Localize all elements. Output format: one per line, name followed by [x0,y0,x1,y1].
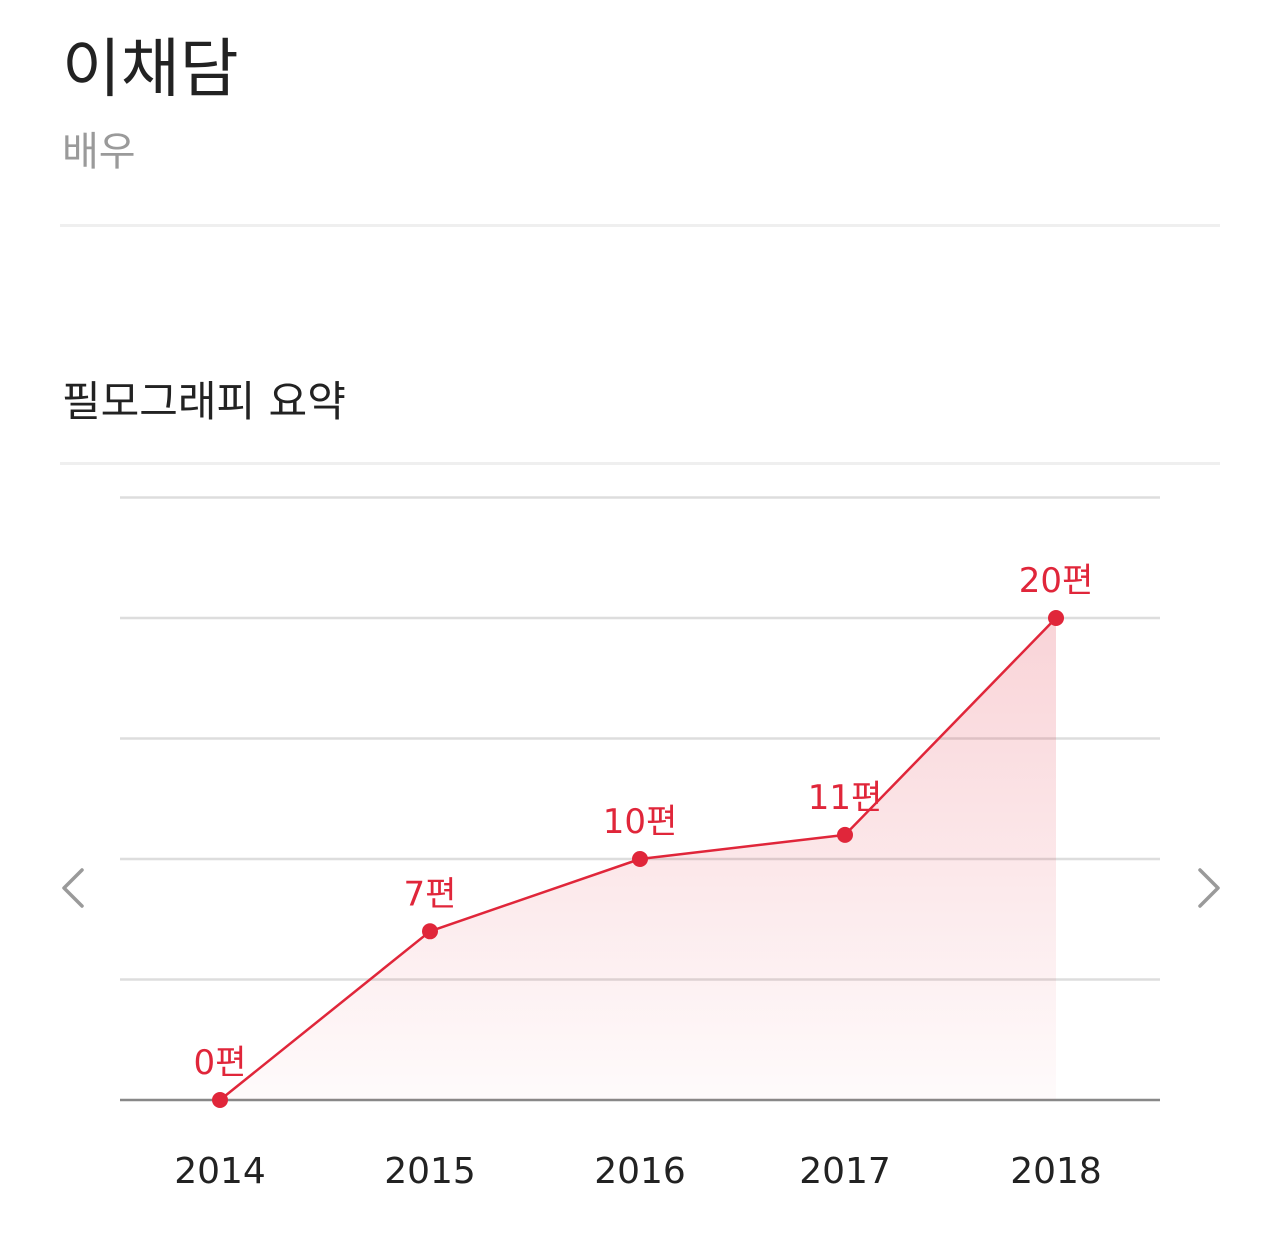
data-point-2016 [632,851,648,867]
data-label-2018: 20편 [1019,561,1094,601]
section-divider [60,462,1220,465]
x-tick-label-2017: 2017 [799,1151,891,1192]
data-point-2015 [422,923,438,940]
data-label-2016: 10편 [603,802,678,842]
section-title: 필모그래피 요약 [62,377,346,426]
data-point-2014 [212,1092,228,1108]
next-button[interactable] [1188,862,1228,914]
x-tick-label-2014: 2014 [174,1151,266,1192]
data-labels-layer: 0편 7편 10편 11편 20편 [194,561,1094,1083]
data-label-2014: 0편 [194,1043,247,1083]
header-divider [60,224,1220,227]
data-label-2017: 11편 [808,778,883,818]
person-role: 배우 [62,129,136,175]
area-fill-layer [220,618,1056,1100]
series-area [220,618,1056,1100]
x-tick-label-2016: 2016 [594,1151,686,1192]
data-label-2015: 7편 [404,874,457,914]
person-name: 이채담 [62,33,239,107]
x-tick-label-2015: 2015 [384,1151,476,1192]
prev-button[interactable] [54,862,94,914]
x-tick-labels-layer: 2014 2015 2016 2017 2018 [174,1151,1102,1192]
data-points-layer [212,610,1064,1108]
chevron-right-icon [1198,868,1220,908]
data-point-2018 [1048,610,1064,626]
data-point-2017 [837,826,853,843]
x-tick-label-2018: 2018 [1010,1151,1102,1192]
chevron-left-icon [62,868,84,908]
